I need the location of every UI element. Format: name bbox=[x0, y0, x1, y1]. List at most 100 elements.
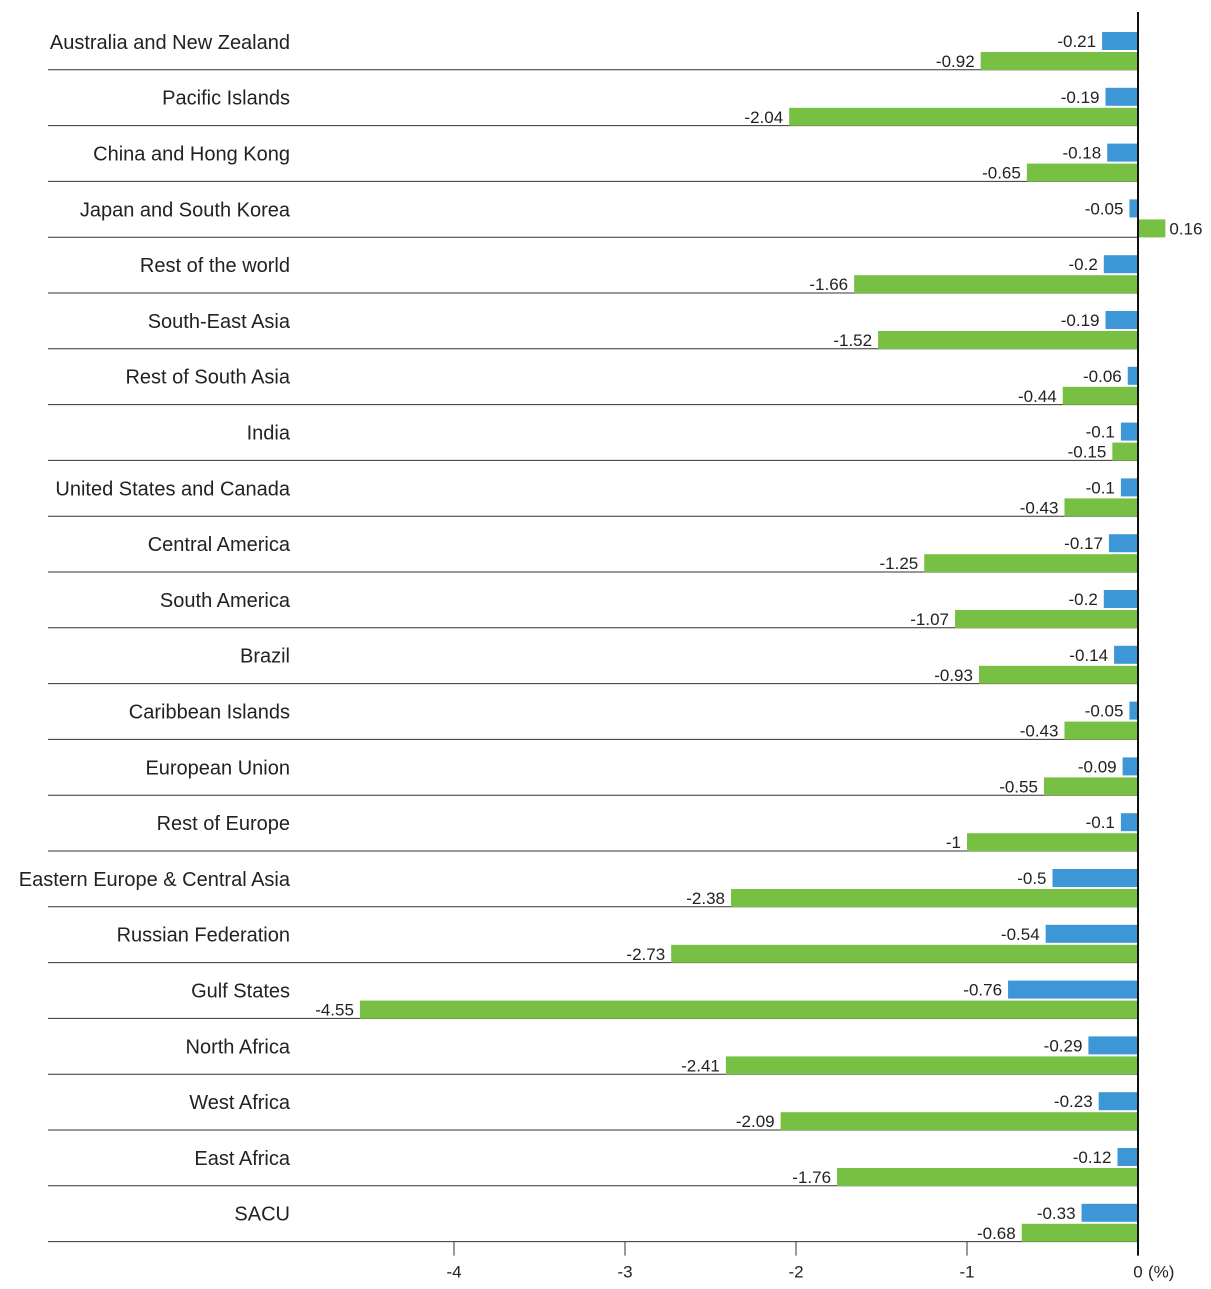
data-label-series-1: -0.1 bbox=[1086, 478, 1115, 497]
category-label: Gulf States bbox=[191, 981, 290, 1003]
bar-series-2 bbox=[955, 610, 1138, 628]
data-label-series-2: 0.16 bbox=[1169, 219, 1202, 238]
data-label-series-1: -0.05 bbox=[1085, 199, 1124, 218]
bar-series-1 bbox=[1052, 869, 1138, 887]
data-label-series-1: -0.05 bbox=[1085, 702, 1124, 721]
bar-series-2 bbox=[359, 1000, 1138, 1019]
data-label-series-1: -0.33 bbox=[1037, 1204, 1076, 1223]
data-label-series-2: -1.66 bbox=[809, 275, 848, 294]
bar-series-1 bbox=[1120, 478, 1138, 497]
data-label-series-1: -0.06 bbox=[1083, 367, 1122, 386]
bar-series-1 bbox=[1127, 366, 1138, 385]
data-label-series-1: -0.5 bbox=[1017, 869, 1046, 888]
data-label-series-2: -2.38 bbox=[686, 889, 725, 908]
category-label: Central America bbox=[148, 534, 291, 556]
data-label-series-1: -0.2 bbox=[1069, 255, 1098, 274]
bar-series-1 bbox=[1081, 1203, 1138, 1222]
category-label: West Africa bbox=[189, 1092, 291, 1114]
data-label-series-1: -0.19 bbox=[1061, 88, 1100, 107]
category-label: East Africa bbox=[194, 1148, 290, 1170]
bar-series-1 bbox=[1122, 757, 1138, 776]
category-label: South America bbox=[160, 590, 291, 612]
category-labels: Australia and New Zealand Pacific Islands… bbox=[19, 32, 291, 1226]
bar-series-2 bbox=[1043, 777, 1138, 796]
bar-series-2 bbox=[731, 889, 1138, 907]
data-label-series-1: -0.23 bbox=[1054, 1092, 1093, 1111]
x-axis-unit-label: (%) bbox=[1148, 1263, 1174, 1282]
x-tick-label: -3 bbox=[617, 1263, 632, 1282]
bar-series-2 bbox=[878, 331, 1138, 349]
data-label-series-2: -1.52 bbox=[833, 331, 872, 350]
bar-series-1 bbox=[1103, 255, 1138, 274]
data-label-series-2: -0.43 bbox=[1020, 498, 1059, 517]
data-label-series-2: -0.15 bbox=[1068, 443, 1107, 462]
data-label-series-2: -2.73 bbox=[626, 945, 665, 964]
data-label-series-1: -0.1 bbox=[1086, 813, 1115, 832]
x-axis-ticks: -4 -3 -2 -1 0 (%) bbox=[446, 1241, 1174, 1282]
category-label: India bbox=[247, 423, 291, 445]
data-label-series-2: -0.65 bbox=[982, 164, 1021, 183]
bar-series-2 bbox=[1021, 1223, 1138, 1242]
bar-series-1 bbox=[1088, 1036, 1138, 1055]
bar-series-1 bbox=[1045, 924, 1138, 943]
bar-series-1 bbox=[1120, 813, 1138, 832]
category-label: Rest of South Asia bbox=[125, 367, 290, 389]
data-label-series-1: -0.1 bbox=[1086, 423, 1115, 442]
bar-series-1 bbox=[1103, 590, 1138, 608]
category-label: Rest of the world bbox=[140, 255, 290, 277]
bar-series-1 bbox=[1120, 422, 1138, 441]
category-label: SACU bbox=[234, 1204, 290, 1226]
bar-series-2 bbox=[1026, 163, 1138, 182]
bar-series-1 bbox=[1098, 1092, 1138, 1111]
bar-series-1 bbox=[1108, 534, 1138, 553]
bar-series-2 bbox=[854, 275, 1138, 294]
data-label-series-2: -2.09 bbox=[736, 1112, 775, 1131]
category-label: South-East Asia bbox=[148, 311, 291, 333]
data-label-series-2: -0.43 bbox=[1020, 722, 1059, 741]
bar-series-2 bbox=[725, 1056, 1138, 1075]
value-labels: -0.21 -0.92 -0.19 -2.04 -0.18 -0.65 -0.05 0.16 -… bbox=[315, 32, 1202, 1243]
bar-series-1 bbox=[1114, 645, 1138, 664]
data-label-series-1: -0.17 bbox=[1064, 534, 1103, 553]
data-label-series-1: -0.19 bbox=[1061, 311, 1100, 330]
bars bbox=[359, 32, 1166, 1242]
bar-series-1 bbox=[1107, 143, 1138, 162]
category-label: Eastern Europe & Central Asia bbox=[19, 869, 291, 891]
data-label-series-1: -0.14 bbox=[1069, 646, 1108, 665]
data-label-series-2: -4.55 bbox=[315, 1001, 354, 1020]
x-tick-label: -1 bbox=[959, 1263, 974, 1282]
bar-series-2 bbox=[837, 1168, 1138, 1186]
category-label: Rest of Europe bbox=[157, 813, 290, 835]
data-label-series-2: -2.04 bbox=[744, 108, 783, 127]
bar-series-2 bbox=[1062, 386, 1138, 405]
data-label-series-2: -0.68 bbox=[977, 1224, 1016, 1243]
bar-series-1 bbox=[1105, 311, 1138, 329]
data-label-series-2: -2.41 bbox=[681, 1056, 720, 1075]
data-label-series-1: -0.54 bbox=[1001, 925, 1040, 944]
bar-series-2 bbox=[1112, 442, 1138, 461]
category-label: Caribbean Islands bbox=[129, 702, 290, 724]
bar-series-1 bbox=[1008, 980, 1138, 999]
bar-series-2 bbox=[924, 554, 1138, 573]
data-label-series-2: -0.93 bbox=[934, 666, 973, 685]
data-label-series-2: -0.44 bbox=[1018, 387, 1057, 406]
data-label-series-2: -0.92 bbox=[936, 52, 975, 71]
data-label-series-1: -0.76 bbox=[963, 981, 1002, 1000]
category-label: China and Hong Kong bbox=[93, 144, 290, 166]
bar-series-2 bbox=[1138, 219, 1166, 238]
bar-series-1 bbox=[1105, 87, 1138, 106]
bar-series-2 bbox=[1064, 721, 1138, 740]
bar-series-1 bbox=[1129, 199, 1138, 218]
category-label: Pacific Islands bbox=[162, 88, 290, 110]
bar-series-2 bbox=[780, 1112, 1138, 1131]
category-label: European Union bbox=[145, 757, 290, 779]
category-label: Australia and New Zealand bbox=[50, 32, 290, 54]
data-label-series-1: -0.12 bbox=[1073, 1148, 1112, 1167]
bar-series-1 bbox=[1129, 701, 1138, 720]
category-label: Japan and South Korea bbox=[80, 199, 291, 221]
bar-series-2 bbox=[980, 52, 1138, 70]
data-label-series-2: -1 bbox=[946, 833, 961, 852]
data-label-series-2: -1.25 bbox=[880, 554, 919, 573]
bar-series-2 bbox=[967, 833, 1138, 852]
